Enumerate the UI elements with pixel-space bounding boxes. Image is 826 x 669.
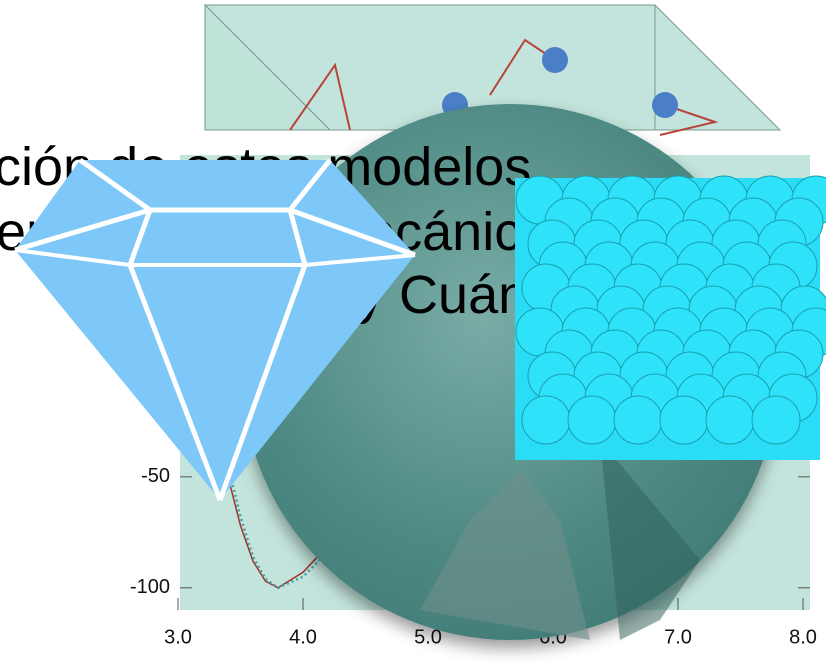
chart: -100-503.0 4.0 5.0 6.0 7.0 8.0	[130, 458, 817, 648]
x-tick-label: 8.0	[789, 626, 817, 648]
sphere	[567, 395, 617, 445]
x-tick-label: 3.0	[164, 626, 192, 648]
sphere	[751, 395, 801, 445]
sphere-packing	[515, 175, 826, 460]
sphere	[521, 395, 571, 445]
x-tick-label: 4.0	[289, 626, 317, 648]
sphere	[613, 395, 663, 445]
y-tick-label: -50	[141, 465, 170, 487]
y-tick-label: -100	[130, 576, 170, 598]
x-tick-label: 5.0	[414, 626, 442, 648]
photo-detail	[600, 440, 700, 640]
x-tick-label: 7.0	[664, 626, 692, 648]
sphere	[659, 395, 709, 445]
sphere	[705, 395, 755, 445]
photo-detail	[420, 470, 590, 640]
box-illustration	[203, 3, 782, 136]
diamond	[14, 157, 416, 501]
